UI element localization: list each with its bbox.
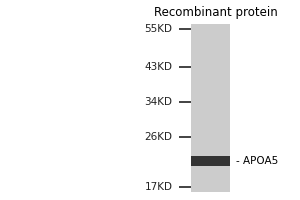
Text: 26KD: 26KD [145, 132, 172, 142]
Text: 43KD: 43KD [145, 62, 172, 72]
Text: - APOA5: - APOA5 [236, 156, 278, 166]
Text: Recombinant protein: Recombinant protein [154, 6, 278, 19]
Text: 17KD: 17KD [145, 182, 172, 192]
Text: 34KD: 34KD [145, 97, 172, 107]
Text: 55KD: 55KD [145, 24, 172, 34]
Bar [190, 24, 230, 192]
Bar [190, 156, 230, 166]
